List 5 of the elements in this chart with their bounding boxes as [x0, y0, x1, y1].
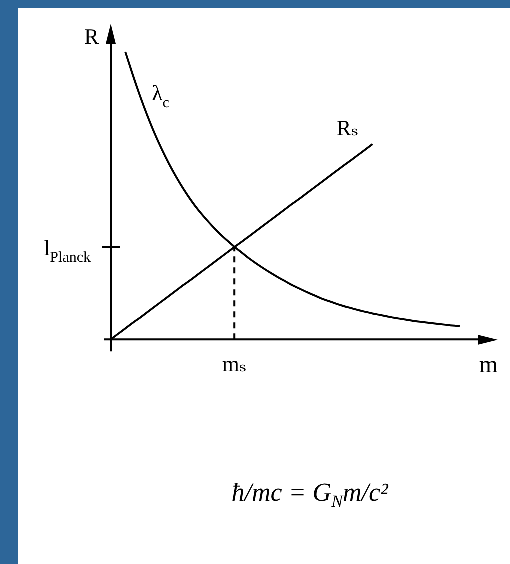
x-axis-title: m: [479, 352, 498, 379]
y-axis-title: R: [84, 24, 100, 49]
text: mₛ: [222, 352, 247, 377]
series-label: Rₛ: [336, 115, 359, 140]
text: ħ/mc = G$_{N}$m/c²: [230, 478, 390, 512]
